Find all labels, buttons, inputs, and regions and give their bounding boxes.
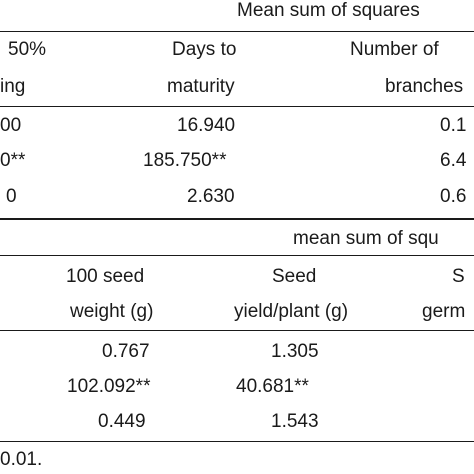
table1-col3-header-line2: branches: [385, 76, 464, 97]
table1-cell: 16.940: [177, 115, 236, 136]
table1-col3-header-line1: Number of: [350, 39, 439, 60]
table2-col3-header-line2: germ: [422, 301, 466, 322]
table1-col1-header-line1: 50%: [8, 39, 47, 60]
table2-cell: 102.092**: [67, 376, 151, 397]
table2-col1-header-line2: weight (g): [70, 301, 154, 322]
table2-col1-header-line1: 100 seed: [66, 266, 145, 287]
table1-cell: 6.4: [440, 150, 467, 171]
table1-cell: 0: [6, 186, 17, 207]
table1-cell: 00: [0, 115, 22, 136]
table1-col2-header-line1: Days to: [172, 39, 237, 60]
table1-group-rule: [0, 31, 474, 32]
table2-cell: 40.681**: [236, 376, 309, 397]
table2-cell: 1.305: [271, 341, 319, 362]
table2-col3-header-line1: S: [452, 266, 465, 287]
table1-cell: 0**: [0, 150, 26, 171]
table2-group-header: mean sum of squ: [293, 228, 439, 249]
table1-col1-header-line2: ing: [0, 76, 26, 97]
table1-col2-header-line2: maturity: [167, 76, 235, 97]
table2-col2-header-line2: yield/plant (g): [234, 301, 349, 322]
table-separator-rule: [0, 218, 474, 220]
table1-cell: 185.750**: [143, 150, 227, 171]
table1-cell: 0.1: [440, 115, 467, 136]
table2-group-rule: [0, 255, 474, 256]
table2-cell: 0.767: [102, 341, 150, 362]
table1-cell: 0.6: [440, 186, 467, 207]
table2-col2-header-line1: Seed: [272, 266, 317, 287]
table1-cell: 2.630: [187, 186, 235, 207]
table1-header-rule: [0, 106, 474, 107]
table2-bottom-rule: [0, 441, 474, 442]
table2-header-rule: [0, 330, 474, 331]
table2-cell: 0.449: [98, 411, 146, 432]
table2-cell: 1.543: [271, 411, 319, 432]
table2-footnote: 0.01.: [0, 449, 43, 470]
table1-group-header: Mean sum of squares: [237, 0, 420, 21]
